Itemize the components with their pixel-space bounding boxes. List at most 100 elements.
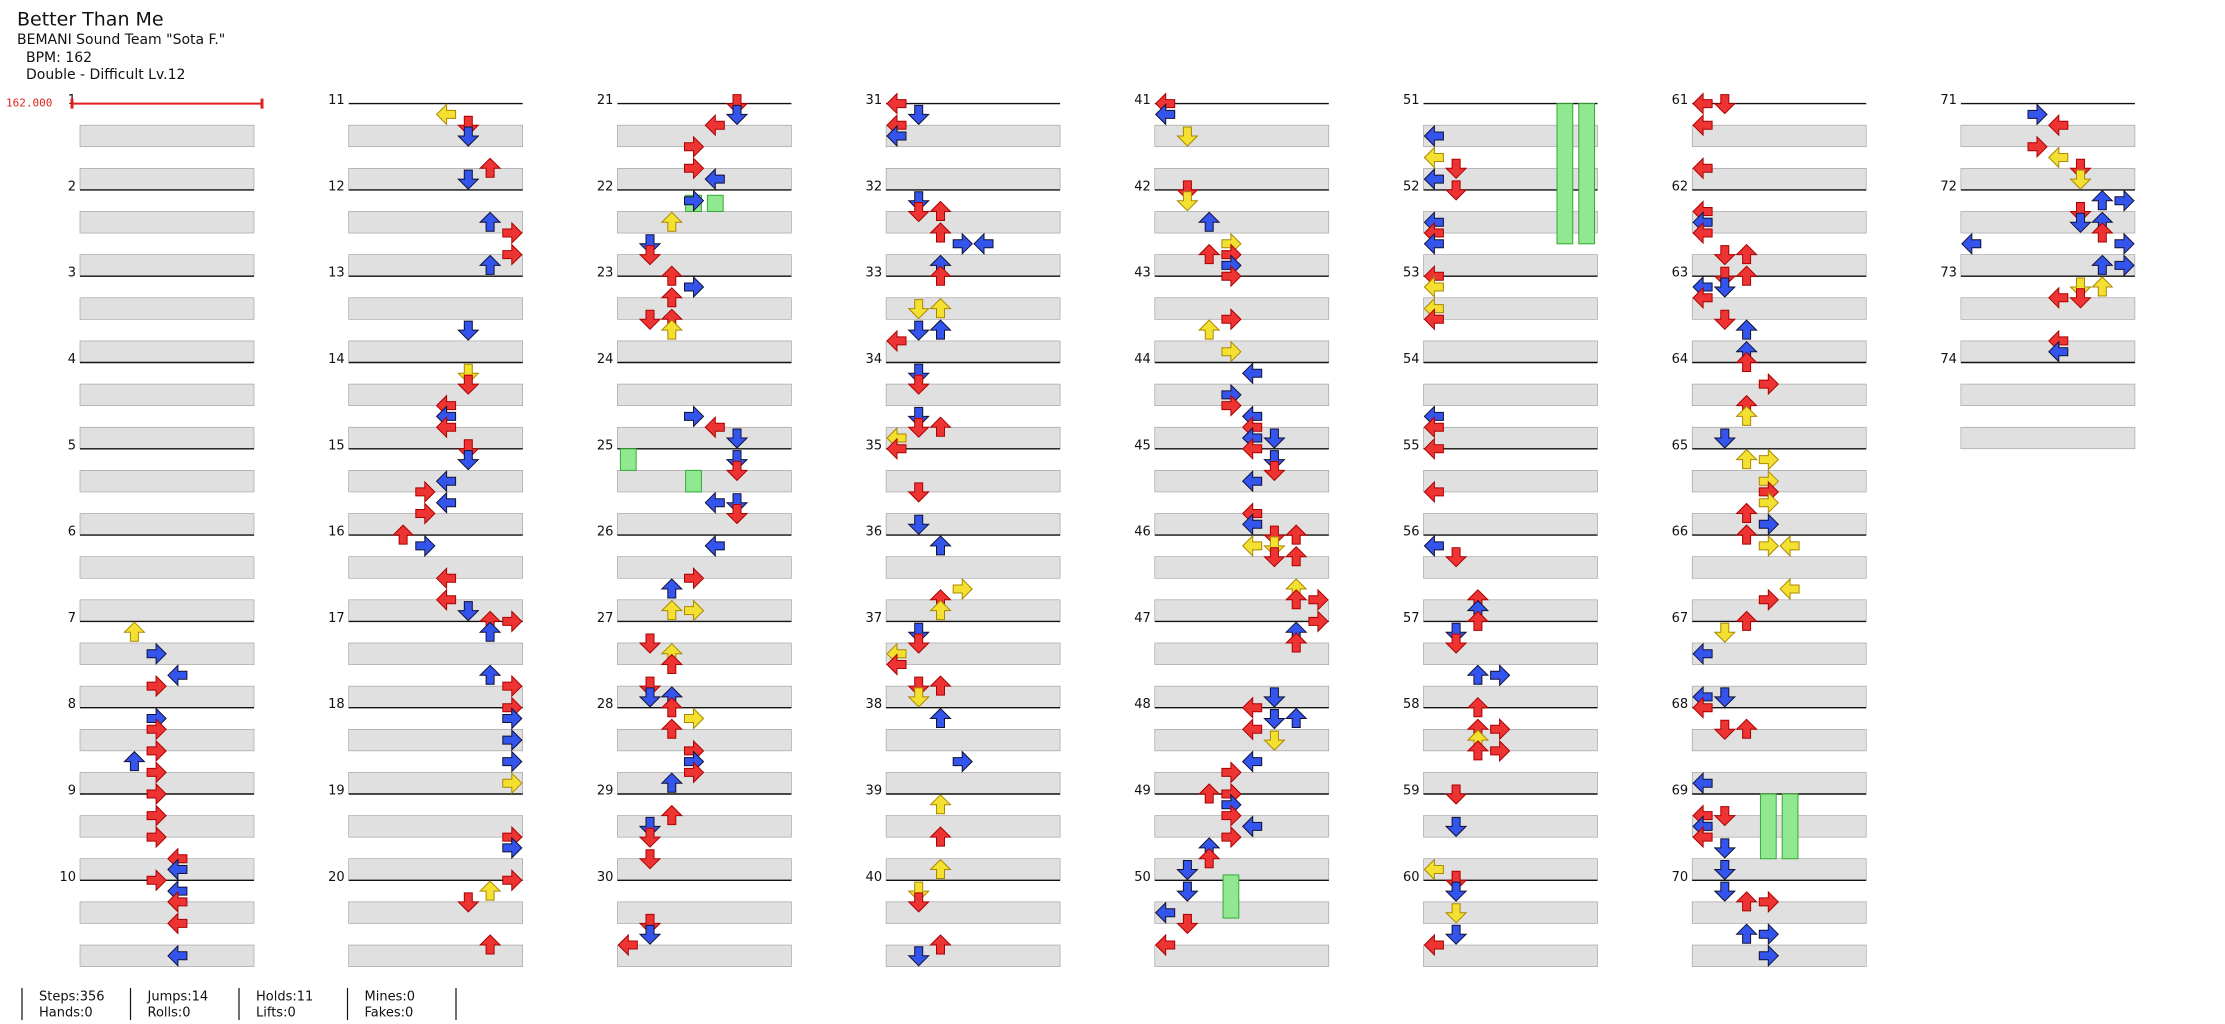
step-arrow bbox=[1423, 933, 1444, 957]
step-arrow bbox=[1735, 718, 1758, 739]
beat-band bbox=[1960, 340, 2136, 363]
step-arrow bbox=[1263, 547, 1286, 568]
step-arrow bbox=[1779, 577, 1800, 601]
step-arrow bbox=[478, 157, 502, 178]
measure-number: 21 bbox=[597, 93, 614, 108]
measure-number: 38 bbox=[866, 697, 883, 712]
step-arrow bbox=[660, 265, 684, 286]
step-arrow bbox=[1735, 265, 1758, 286]
measure-number: 69 bbox=[1672, 784, 1689, 799]
step-arrow bbox=[415, 534, 436, 558]
step-arrow bbox=[435, 567, 457, 590]
stat: Mines:0 bbox=[365, 990, 416, 1005]
step-arrow bbox=[929, 297, 952, 319]
step-arrow bbox=[907, 514, 930, 536]
step-arrow bbox=[435, 588, 457, 612]
measure-number: 54 bbox=[1403, 352, 1420, 367]
step-arrow bbox=[725, 460, 749, 482]
beat-band bbox=[885, 728, 1061, 752]
step-arrow bbox=[907, 417, 930, 438]
beat-band bbox=[79, 901, 255, 924]
step-arrow bbox=[167, 890, 188, 914]
step-arrow bbox=[1308, 588, 1329, 612]
beat-band bbox=[1154, 642, 1330, 665]
beat-band bbox=[348, 168, 524, 191]
step-arrow bbox=[1423, 146, 1444, 169]
step-arrow bbox=[638, 913, 662, 935]
step-arrow bbox=[907, 676, 930, 697]
beat-band bbox=[348, 901, 524, 924]
step-arrow bbox=[638, 687, 662, 708]
step-arrow bbox=[1444, 881, 1468, 902]
measure-number: 32 bbox=[866, 179, 883, 194]
step-arrow bbox=[2069, 288, 2092, 309]
step-arrow bbox=[1221, 264, 1242, 288]
beat-band bbox=[617, 168, 792, 191]
beat-band bbox=[1691, 168, 1867, 191]
measure-number: 66 bbox=[1672, 525, 1689, 540]
beat-band bbox=[617, 642, 792, 665]
step-arrow bbox=[973, 232, 994, 256]
measure-number: 28 bbox=[597, 697, 614, 712]
step-arrow bbox=[1758, 491, 1780, 514]
step-arrow bbox=[929, 535, 952, 556]
step-arrow bbox=[907, 202, 930, 223]
step-arrow bbox=[1444, 547, 1468, 568]
step-arrow bbox=[502, 728, 523, 752]
beat-band bbox=[79, 556, 255, 579]
step-arrow bbox=[457, 892, 480, 913]
beat-band bbox=[1691, 470, 1867, 493]
beat-band bbox=[348, 426, 524, 450]
beat-band bbox=[1691, 340, 1867, 363]
beat-band bbox=[1154, 211, 1330, 234]
step-arrow bbox=[684, 761, 705, 784]
step-arrow bbox=[167, 664, 188, 687]
beat-band bbox=[885, 815, 1061, 838]
step-arrow bbox=[638, 849, 662, 870]
step-arrow bbox=[1423, 167, 1444, 191]
step-arrow bbox=[1197, 847, 1221, 869]
beat-band bbox=[885, 124, 1061, 148]
beat-band bbox=[1154, 426, 1330, 450]
measure-number: 23 bbox=[597, 266, 614, 281]
beat-band bbox=[79, 470, 255, 493]
step-arrow bbox=[146, 761, 167, 784]
measure-number: 68 bbox=[1672, 697, 1689, 712]
step-arrow bbox=[725, 450, 749, 471]
step-arrow bbox=[1735, 923, 1758, 944]
step-arrow bbox=[1713, 838, 1737, 859]
step-arrow bbox=[907, 622, 930, 643]
step-arrow bbox=[1713, 94, 1737, 115]
step-arrow bbox=[1466, 696, 1490, 718]
step-arrow bbox=[1758, 372, 1780, 396]
step-arrow bbox=[907, 687, 930, 708]
measure-number: 73 bbox=[1940, 266, 1957, 281]
step-arrow bbox=[457, 374, 480, 395]
beat-band bbox=[617, 383, 792, 406]
stat: Jumps:14 bbox=[147, 990, 209, 1005]
beat-band bbox=[885, 556, 1061, 579]
measure-number: 27 bbox=[597, 611, 614, 626]
step-arrow bbox=[2091, 276, 2114, 297]
beat-band bbox=[79, 858, 255, 881]
step-arrow bbox=[1241, 696, 1263, 719]
step-arrow bbox=[1692, 642, 1713, 666]
bpm-marker-label: 162.000 bbox=[6, 97, 52, 110]
beat-band bbox=[1423, 254, 1598, 277]
step-arrow bbox=[2027, 103, 2048, 126]
measure-number: 13 bbox=[328, 266, 345, 281]
beat-band bbox=[348, 124, 524, 148]
beat-band bbox=[79, 124, 255, 148]
hold bbox=[706, 194, 724, 212]
beat-band bbox=[1423, 858, 1598, 881]
step-arrow bbox=[1735, 502, 1758, 523]
beat-band bbox=[348, 642, 524, 665]
beat-band bbox=[617, 901, 792, 924]
beat-band bbox=[1423, 513, 1598, 536]
step-arrow bbox=[1758, 588, 1780, 612]
step-arrow bbox=[1713, 719, 1737, 741]
step-arrow bbox=[1176, 180, 1199, 201]
step-arrow bbox=[502, 610, 523, 633]
beat-band bbox=[1423, 383, 1598, 406]
beat-band bbox=[1691, 556, 1867, 579]
